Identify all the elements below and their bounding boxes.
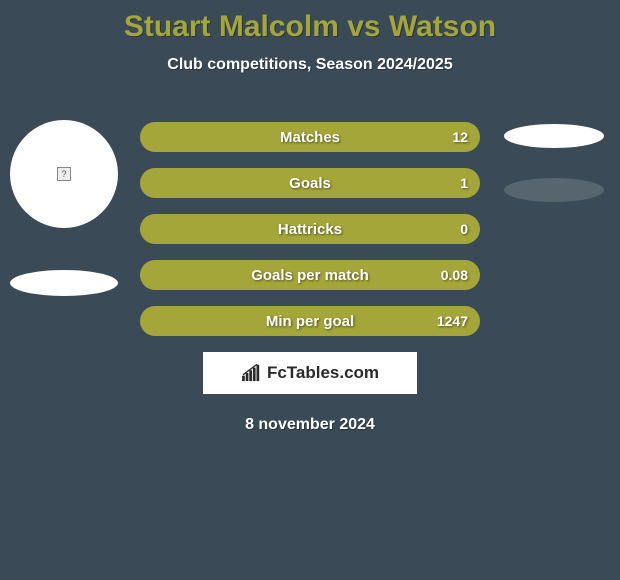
- stat-label: Matches: [140, 129, 480, 146]
- stat-value: 0.08: [441, 267, 468, 283]
- subtitle: Club competitions, Season 2024/2025: [0, 56, 620, 74]
- stat-row: Goals per match 0.08: [140, 260, 480, 290]
- stat-value: 0: [460, 221, 468, 237]
- stat-row: Min per goal 1247: [140, 306, 480, 336]
- stat-row: Goals 1: [140, 168, 480, 198]
- stat-label: Goals: [140, 175, 480, 192]
- snapshot-date: 8 november 2024: [140, 416, 480, 434]
- brand-name: FcTables.com: [267, 363, 379, 383]
- bars-icon: [241, 364, 263, 382]
- stat-value: 1: [460, 175, 468, 191]
- stat-label: Goals per match: [140, 267, 480, 284]
- missing-image-icon: ?: [57, 167, 71, 181]
- stat-value: 12: [452, 129, 468, 145]
- stats-list: Matches 12 Goals 1 Hattricks 0 Goals per…: [140, 122, 480, 434]
- stat-label: Hattricks: [140, 221, 480, 238]
- avatar-shadow-right-bottom: [504, 178, 604, 202]
- stat-row: Hattricks 0: [140, 214, 480, 244]
- avatar-left: ?: [10, 120, 118, 228]
- brand-badge[interactable]: FcTables.com: [203, 352, 417, 394]
- stat-value: 1247: [437, 313, 468, 329]
- page-title: Stuart Malcolm vs Watson: [0, 0, 620, 44]
- avatar-shadow-left: [10, 270, 118, 296]
- avatar-shadow-right-top: [504, 124, 604, 148]
- stat-row: Matches 12: [140, 122, 480, 152]
- left-player-col: ?: [10, 120, 130, 296]
- right-player-col: [500, 120, 610, 202]
- stat-label: Min per goal: [140, 313, 480, 330]
